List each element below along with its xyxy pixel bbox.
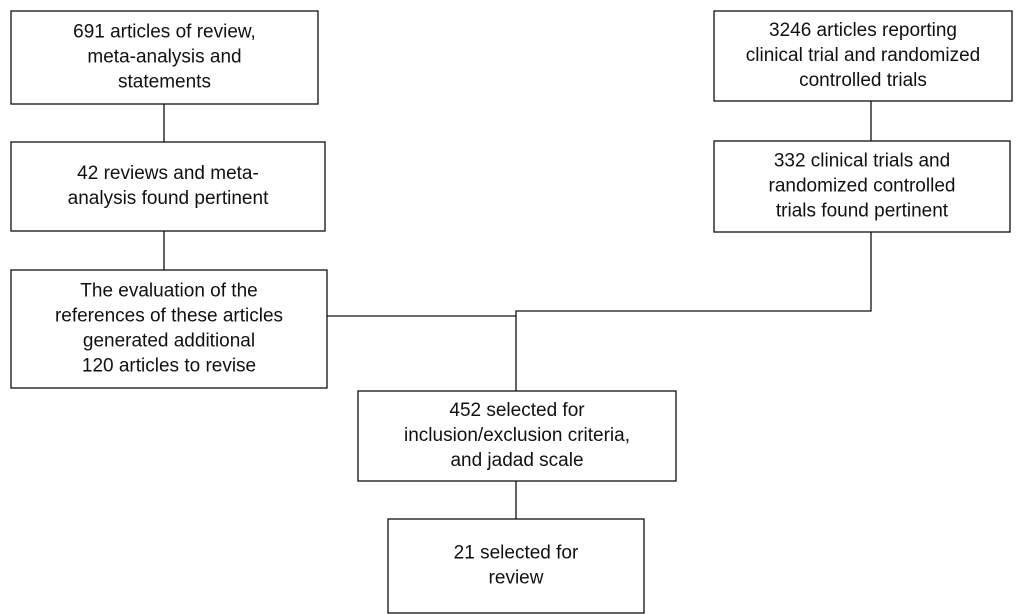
node-box bbox=[10, 141, 326, 232]
node-label: generated additional bbox=[83, 331, 255, 352]
node-label: 120 articles to revise bbox=[82, 356, 256, 377]
node-box bbox=[10, 10, 319, 105]
node-box bbox=[713, 140, 1011, 233]
connector bbox=[515, 232, 872, 391]
node-label: references of these articles bbox=[55, 306, 283, 327]
node-label: 691 articles of review, bbox=[73, 22, 256, 43]
node-label: review bbox=[489, 568, 544, 589]
node-label: meta-analysis and bbox=[87, 47, 241, 68]
node-label: The evaluation of the bbox=[80, 281, 257, 302]
node-label: and jadad scale bbox=[450, 450, 583, 471]
node-label: 332 clinical trials and bbox=[774, 151, 950, 172]
node-label: 42 reviews and meta- bbox=[77, 163, 259, 184]
node-label: 21 selected for bbox=[454, 543, 579, 564]
node-label: 3246 articles reporting bbox=[769, 20, 957, 41]
node-box bbox=[10, 269, 328, 389]
node-label: analysis found pertinent bbox=[68, 188, 269, 209]
node-label: controlled trials bbox=[799, 70, 927, 91]
node-box bbox=[713, 10, 1013, 102]
node-label: randomized controlled bbox=[769, 176, 956, 197]
node-box bbox=[357, 390, 677, 482]
node-label: inclusion/exclusion criteria, bbox=[404, 425, 630, 446]
node-label: statements bbox=[118, 72, 211, 93]
node-box bbox=[387, 518, 645, 614]
node-label: clinical trial and randomized bbox=[746, 45, 980, 66]
node-label: trials found pertinent bbox=[776, 201, 949, 222]
node-label: 452 selected for bbox=[449, 400, 585, 421]
